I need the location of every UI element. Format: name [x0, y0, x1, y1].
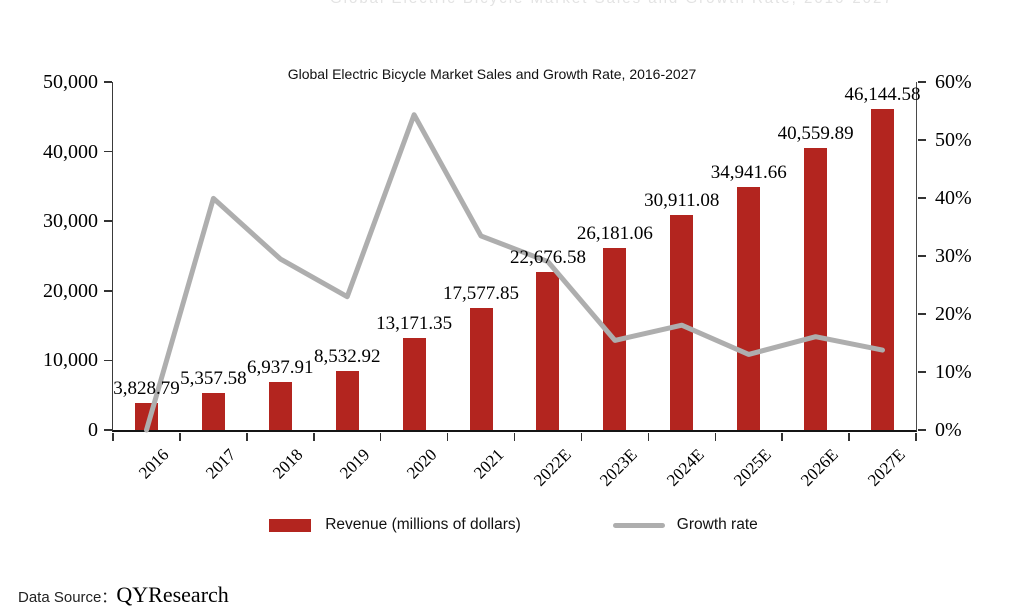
x-axis-tick: [446, 432, 449, 441]
growth-rate-line: [144, 112, 885, 433]
bar-2017: [201, 392, 225, 430]
legend-label-revenue: Revenue (millions of dollars): [325, 516, 521, 533]
bar-value-label-2027E: 46,144.58: [844, 83, 921, 105]
bar-2019: [335, 370, 359, 430]
x-axis-tick: [313, 432, 315, 441]
x-axis-label-text: 2023E: [596, 445, 642, 490]
left-axis-labels: 0 10,000 20,000 30,000 40,000 50,000: [0, 71, 98, 441]
revenue-bar-swatch: [269, 518, 312, 532]
chart-title: Global Electric Bicycle Market Sales and…: [287, 66, 697, 82]
x-axis-label-text: 2018: [269, 445, 307, 483]
bar-2022E: [536, 272, 560, 430]
x-axis-label-text: 2026E: [797, 445, 843, 490]
legend: Revenue (millions of dollars) Growth rat…: [112, 516, 915, 534]
x-axis-label-text: 2025E: [730, 445, 776, 490]
right-axis-tick: [917, 197, 926, 199]
bar-value-label-2023E: 26,181.06: [576, 222, 653, 244]
x-axis-tick: [781, 432, 783, 441]
x-axis-label-text: 2021: [469, 445, 508, 483]
cropped-text-top: Global Electric Bicycle Market Sales and…: [330, 0, 890, 13]
x-axis-label-text: 2022E: [529, 445, 575, 490]
left-axis-label-40,000: 40,000: [43, 140, 98, 163]
left-axis-label-0: 0: [88, 419, 98, 441]
x-axis-tick: [647, 432, 650, 441]
bar-value-label-2017: 5,357.58: [180, 367, 247, 389]
growth-line-swatch: [612, 522, 665, 528]
left-axis-label-50,000: 50,000: [43, 71, 98, 93]
left-axis-label-10,000: 10,000: [43, 349, 98, 372]
right-axis-label-0%: 0%: [935, 419, 962, 441]
x-axis-tick: [513, 432, 516, 441]
x-axis-label-text: 2016: [135, 445, 173, 483]
left-axis-tick: [103, 150, 112, 153]
data-source-label: Data Source：: [18, 589, 117, 606]
x-axis-tick: [246, 432, 248, 441]
x-axis-tick: [848, 432, 850, 441]
bar-value-label-2016: 3,828.79: [113, 378, 180, 400]
right-axis-label-40%: 40%: [935, 187, 972, 209]
right-axis-tick: [917, 429, 926, 431]
bar-value-label-2018: 6,937.91: [247, 356, 314, 378]
left-axis-tick: [103, 81, 112, 83]
left-axis-tick: [103, 220, 112, 222]
right-axis-tick: [917, 371, 926, 373]
legend-item-revenue: Revenue (millions of dollars): [269, 516, 521, 534]
x-axis-label-text: 2017: [202, 445, 240, 483]
x-axis-label-text: 2019: [336, 445, 374, 483]
legend-label-growth: Growth rate: [676, 516, 758, 533]
bar-2024E: [670, 214, 694, 430]
x-axis-tick: [112, 432, 114, 441]
right-axis-label-10%: 10%: [935, 361, 972, 383]
data-source: Data Source： QYResearch: [18, 582, 229, 608]
left-axis-label-30,000: 30,000: [43, 210, 98, 233]
plot-area: 3,828.79 2016 5,357.58 2017 6,937.91 2018 8,53…: [103, 81, 926, 490]
x-axis-tick: [714, 432, 716, 441]
right-axis-label-60%: 60%: [935, 71, 972, 93]
right-axis-label-30%: 30%: [935, 245, 972, 267]
x-axis-label-text: 2020: [403, 445, 441, 483]
data-source-value: QYResearch: [116, 582, 229, 607]
cropped-text-fragment: Global Electric Bicycle Market Sales and…: [330, 0, 890, 7]
bar-value-label-2022E: 22,676.58: [509, 247, 586, 269]
bar-2025E: [737, 186, 761, 430]
bar-value-label-2024E: 30,911.08: [644, 189, 720, 211]
bar-2020: [402, 338, 426, 430]
bar-value-label-2019: 8,532.92: [313, 345, 381, 367]
bar-value-label-2026E: 40,559.89: [777, 122, 854, 144]
bar-value-label-2025E: 34,941.66: [710, 161, 787, 183]
x-axis-tick: [580, 432, 583, 441]
bar-value-label-2020: 13,171.35: [376, 313, 453, 335]
x-axis-tick: [179, 432, 181, 441]
x-axis-label-text: 2027E: [864, 445, 909, 490]
right-axis-labels: 0% 10% 20% 30% 40% 50% 60%: [923, 71, 1018, 441]
legend-item-growth: Growth rate: [612, 516, 758, 534]
x-axis-tick: [915, 432, 917, 441]
bar-2026E: [804, 147, 828, 430]
right-axis-label-50%: 50%: [935, 129, 972, 151]
bar-value-label-2021: 17,577.85: [443, 282, 520, 304]
bar-2021: [469, 307, 493, 430]
x-axis-label-text: 2024E: [663, 445, 709, 490]
x-axis-tick: [379, 432, 382, 441]
right-axis-tick: [917, 313, 926, 315]
left-axis-tick: [103, 429, 112, 431]
right-axis-label-20%: 20%: [935, 303, 972, 325]
growth-rate-polyline: [144, 112, 885, 433]
right-axis-tick: [917, 81, 926, 83]
left-axis-label-20,000: 20,000: [43, 279, 98, 302]
left-axis-tick: [103, 290, 112, 292]
left-axis-tick: [103, 359, 112, 362]
right-axis-tick: [917, 255, 926, 257]
right-axis-tick: [917, 139, 926, 141]
bar-2018: [268, 381, 292, 430]
